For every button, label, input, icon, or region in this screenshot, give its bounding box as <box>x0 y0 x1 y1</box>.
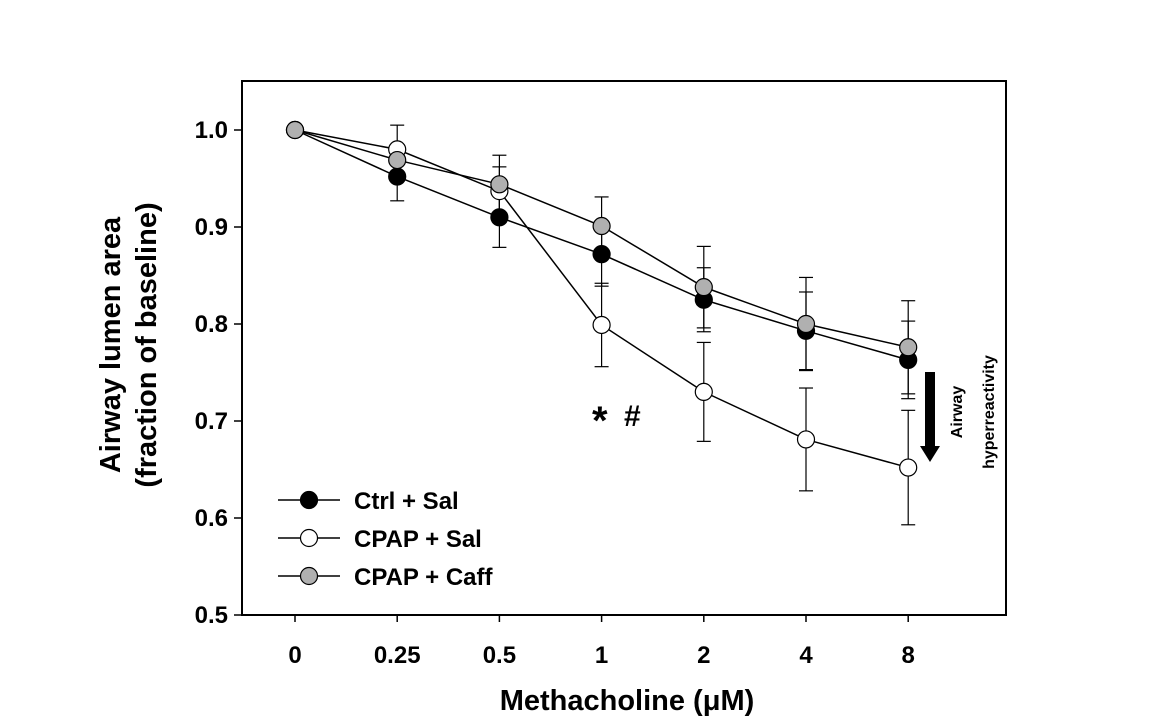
error-bars <box>390 124 916 526</box>
x-tick-label: 0.5 <box>483 642 516 669</box>
data-point-s2-p0 <box>285 120 305 140</box>
y-tick-label: 0.8 <box>195 311 228 338</box>
y-tick-label: 1.0 <box>195 117 228 144</box>
y-axis-title-line1: Airway lumen area <box>95 216 127 473</box>
hyperreactivity-annotation-line2: hyperreactivity <box>981 355 998 469</box>
significance-hash: # <box>624 400 641 433</box>
data-point-s1-p6 <box>899 458 918 477</box>
x-tick-label: 0 <box>288 642 301 669</box>
significance-star: * <box>592 399 608 443</box>
legend-marker-1 <box>299 528 319 548</box>
data-point-s0-p2 <box>490 208 509 227</box>
plot-frame <box>241 80 1007 616</box>
axis-ticks: 0.5 0.6 0.7 0.8 0.9 1.0 0 0.25 0.5 1 2 4 8 <box>195 117 915 669</box>
y-axis-title-line2: (fraction of baseline) <box>131 202 163 487</box>
y-tick-label: 0.5 <box>195 602 228 629</box>
data-point-s2-p6 <box>899 338 918 357</box>
legend-marker-0 <box>299 490 319 510</box>
data-points <box>285 120 918 477</box>
y-tick-label: 0.9 <box>195 214 228 241</box>
data-point-s2-p5 <box>796 314 816 334</box>
x-tick-label: 0.25 <box>374 642 421 669</box>
data-point-s2-p4 <box>694 278 713 297</box>
y-tick-label: 0.7 <box>195 408 228 435</box>
data-point-s2-p1 <box>388 150 407 170</box>
x-tick-label: 1 <box>595 642 608 669</box>
legend-label-0: Ctrl + Sal <box>354 488 459 515</box>
x-tick-label: 4 <box>799 642 813 669</box>
data-point-s0-p3 <box>592 245 611 264</box>
data-point-s1-p3 <box>592 315 611 335</box>
legend: Ctrl + Sal CPAP + Sal CPAP + Caff <box>278 488 493 591</box>
legend-label-1: CPAP + Sal <box>354 526 482 553</box>
data-point-s2-p2 <box>490 175 509 194</box>
data-point-s0-p1 <box>388 167 407 186</box>
data-point-s1-p5 <box>796 430 816 449</box>
y-tick-label: 0.6 <box>195 505 228 532</box>
x-tick-label: 8 <box>902 642 915 669</box>
down-arrow-icon <box>920 372 940 462</box>
series-group <box>285 120 918 526</box>
airway-annotation-line1: Airway <box>949 386 966 439</box>
legend-marker-2 <box>299 566 319 586</box>
data-point-s2-p3 <box>592 216 611 236</box>
x-axis-title: Methacholine (μM) <box>500 685 755 717</box>
x-tick-label: 2 <box>697 642 710 669</box>
data-point-s1-p4 <box>694 382 713 401</box>
legend-label-2: CPAP + Caff <box>354 564 493 591</box>
